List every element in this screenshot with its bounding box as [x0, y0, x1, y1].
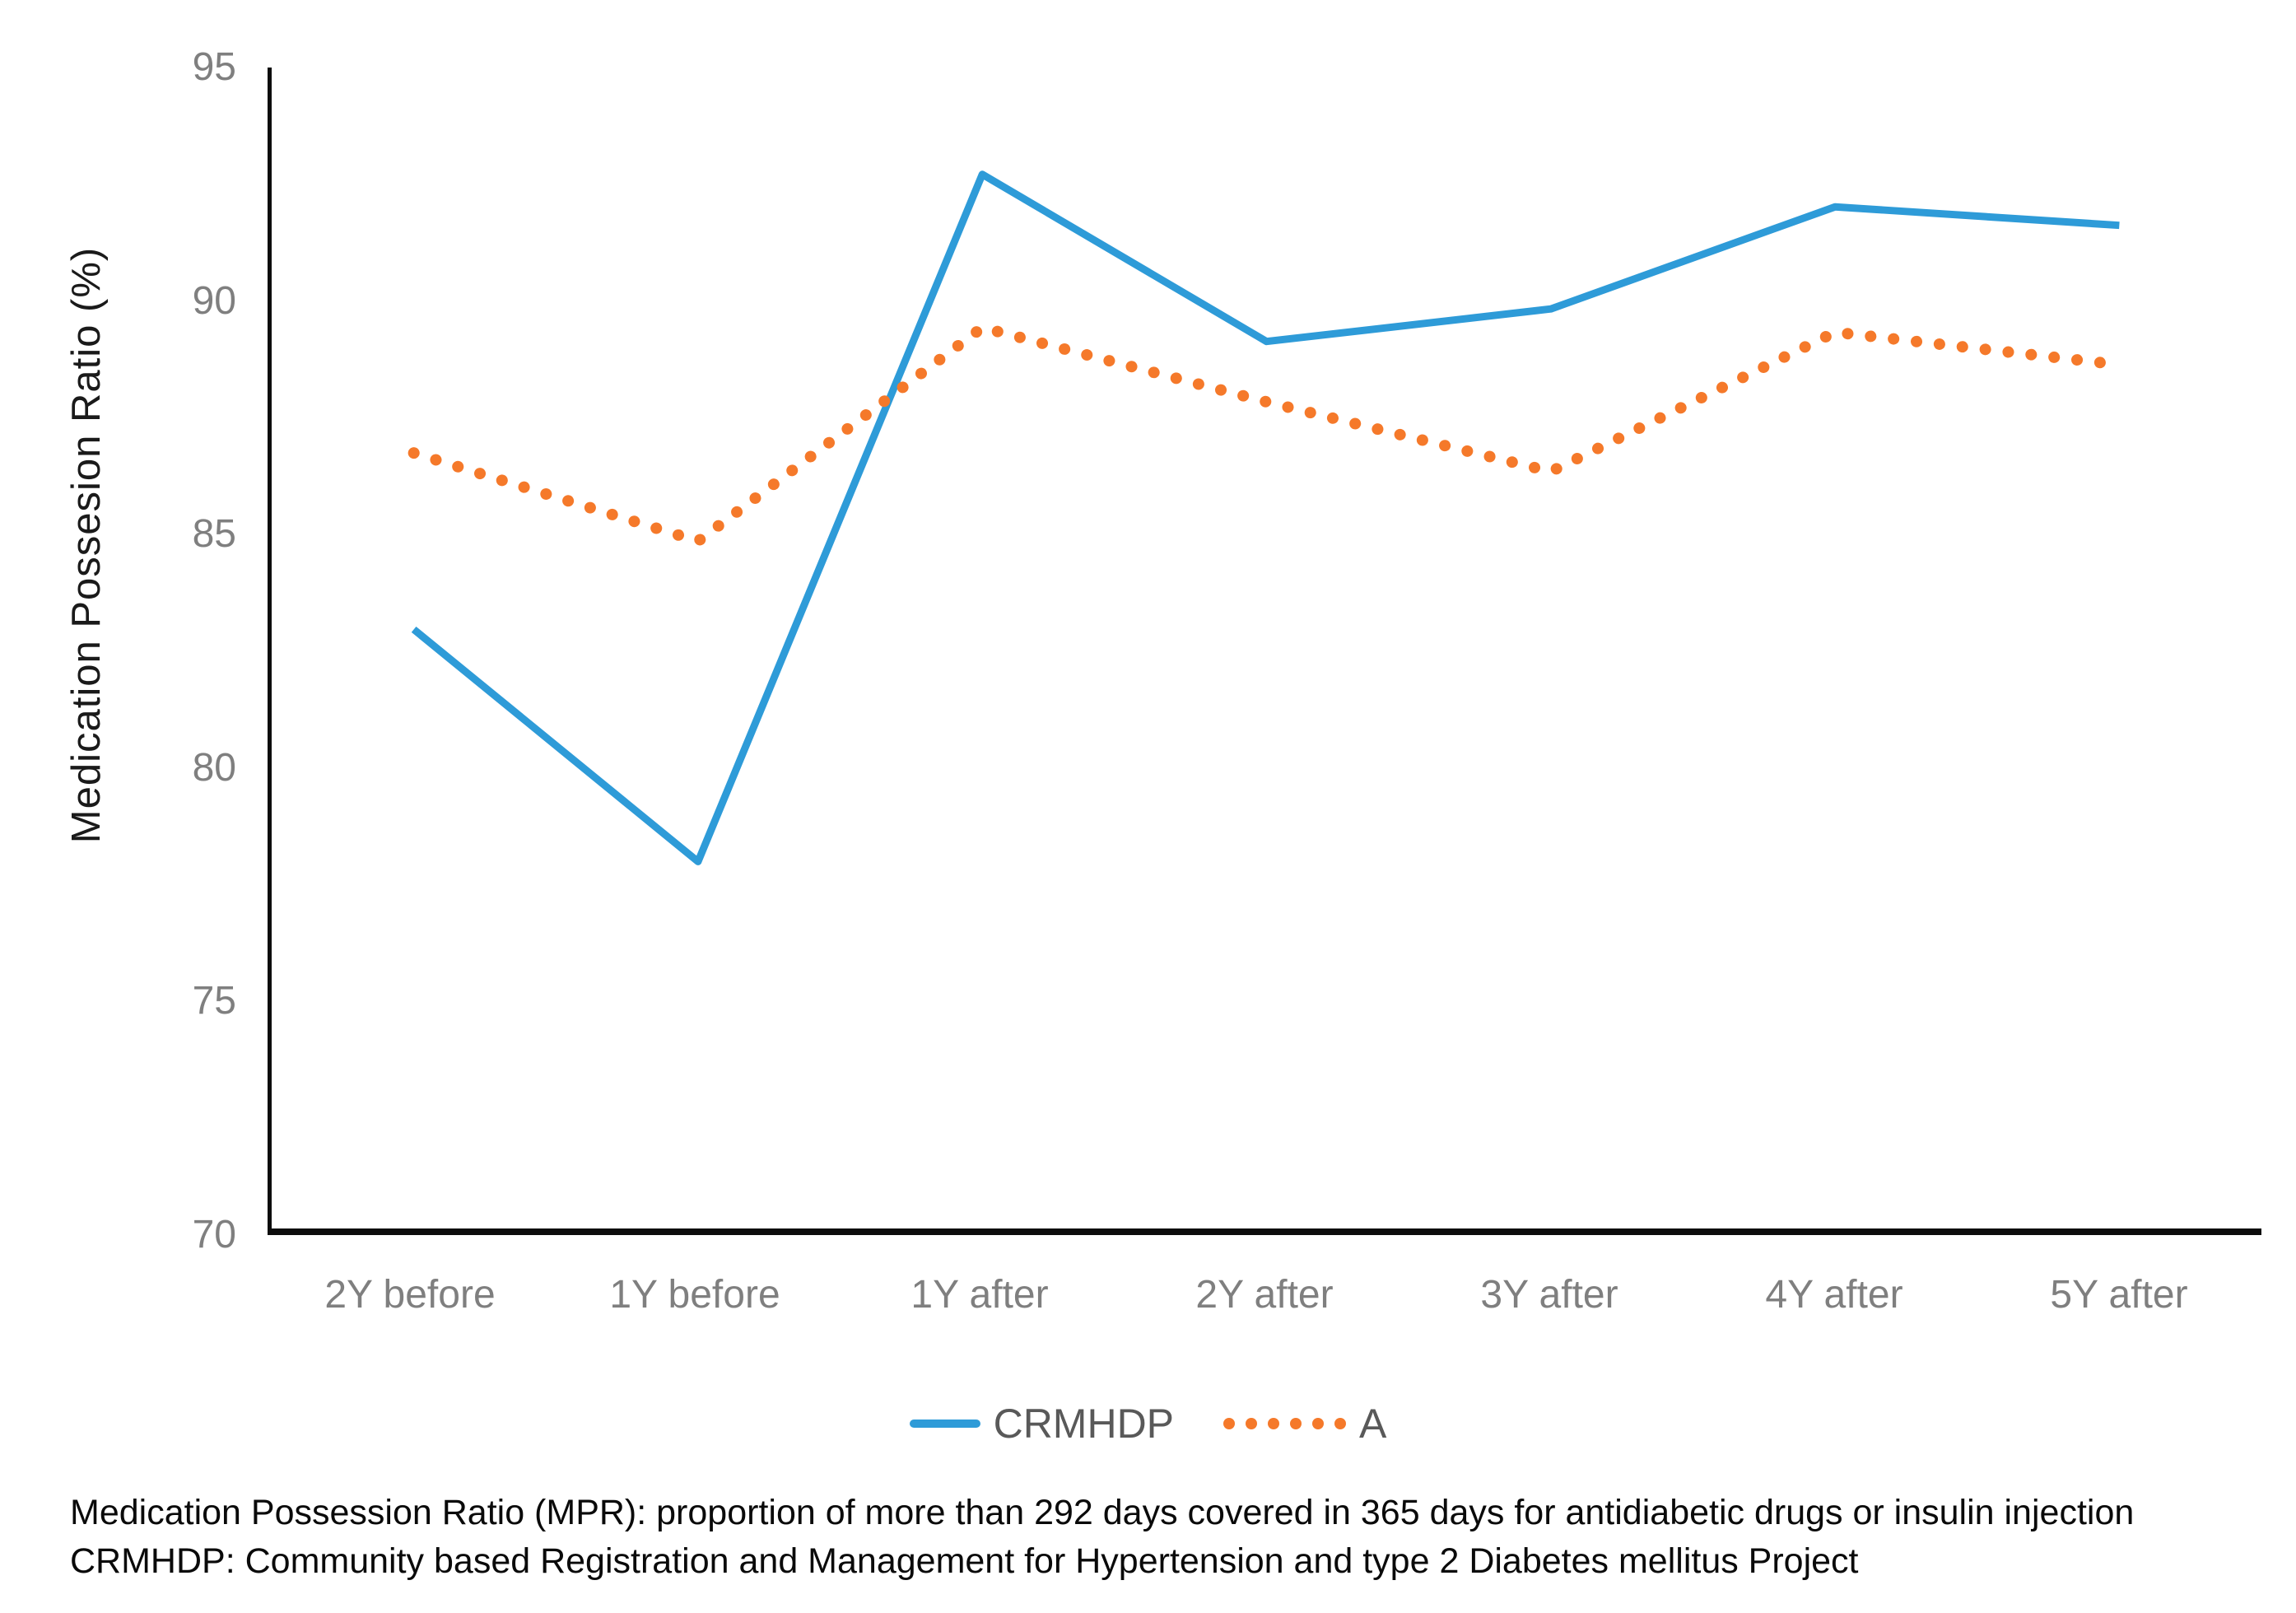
x-axis-category-labels: 2Y before 1Y before 1Y after 2Y after 3Y aft…: [268, 1272, 2261, 1317]
y-tick-label-85: 85: [192, 512, 236, 557]
legend-item-a: A: [1223, 1400, 1386, 1448]
footnotes: Medication Possession Ratio (MPR): propo…: [70, 1489, 2252, 1586]
plot-area: [268, 68, 2261, 1235]
legend-label-crmhdp: CRMHDP: [993, 1401, 1175, 1447]
legend-label-a: A: [1359, 1401, 1387, 1447]
series-line-a: [408, 321, 2126, 548]
x-label-2y-before: 2Y before: [324, 1273, 496, 1317]
legend-swatch-dot: [1312, 1418, 1325, 1429]
footnote-crmhdp-definition: CRMHDP: Community based Registration and…: [70, 1541, 1859, 1581]
line-plot: [408, 170, 2126, 865]
series-line-crmhdp: [411, 170, 2120, 865]
x-label-5y-after: 5Y after: [2050, 1273, 2188, 1317]
x-label-1y-before: 1Y before: [609, 1273, 780, 1317]
y-tick-label-80: 80: [192, 745, 236, 790]
legend-dotted-line-swatch: [1223, 1418, 1347, 1429]
legend-swatch-dot: [1223, 1418, 1236, 1429]
x-label-4y-after: 4Y after: [1765, 1273, 1903, 1317]
legend-solid-line-swatch: [909, 1420, 980, 1428]
legend-swatch-dot: [1334, 1418, 1347, 1429]
x-label-1y-after: 1Y after: [910, 1273, 1049, 1317]
footnote-mpr-definition: Medication Possession Ratio (MPR): propo…: [70, 1493, 2135, 1532]
legend-swatch-dot: [1268, 1418, 1280, 1429]
x-label-3y-after: 3Y after: [1480, 1273, 1618, 1317]
x-label-2y-after: 2Y after: [1195, 1273, 1334, 1317]
y-tick-label-95: 95: [192, 45, 236, 89]
y-tick-label-90: 90: [192, 278, 236, 323]
legend-swatch-dot: [1246, 1418, 1258, 1429]
y-tick-label-75: 75: [192, 979, 236, 1023]
legend-item-crmhdp: CRMHDP: [909, 1400, 1175, 1448]
legend-swatch-dot: [1290, 1418, 1302, 1429]
legend: CRMHDP A: [0, 1400, 2296, 1448]
y-tick-label-70: 70: [192, 1213, 236, 1256]
